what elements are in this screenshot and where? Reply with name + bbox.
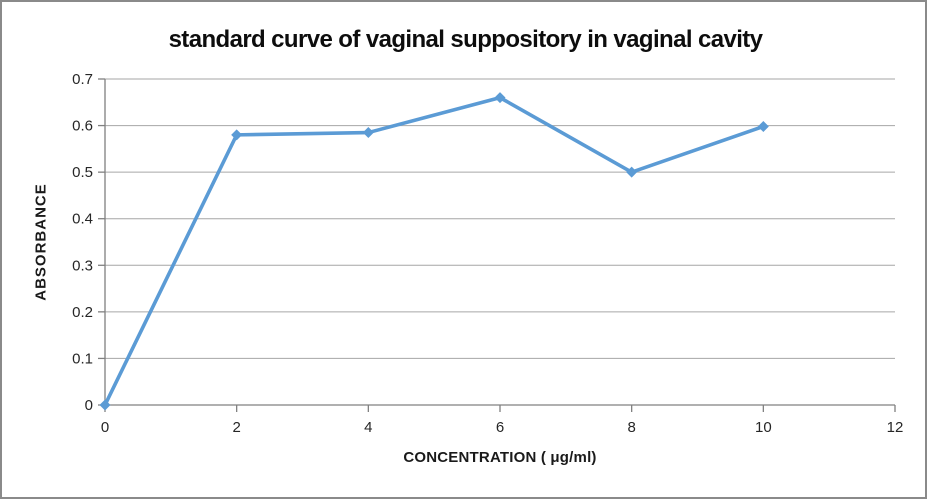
data-point-marker [231, 129, 243, 141]
chart-title: standard curve of vaginal suppository in… [168, 26, 763, 53]
data-point-marker [626, 166, 638, 178]
x-tick-label: 8 [627, 419, 635, 436]
x-tick-label: 4 [364, 419, 372, 436]
y-tick-label: 0.6 [72, 118, 93, 135]
x-tick-label: 2 [232, 419, 240, 436]
x-tick-label: 0 [101, 419, 109, 436]
y-tick-label: 0.1 [72, 350, 93, 367]
series-line [103, 95, 766, 407]
x-tick-label: 10 [755, 419, 772, 436]
y-tick-label: 0.4 [72, 211, 93, 228]
data-point-marker [494, 92, 506, 104]
x-tick-label: 6 [496, 419, 504, 436]
data-point-marker [757, 121, 769, 133]
data-point-marker [99, 399, 111, 411]
y-tick-label: 0 [85, 397, 93, 414]
x-tick-label: 12 [887, 419, 904, 436]
y-tick-label: 0.7 [72, 71, 93, 88]
y-tick-label: 0.3 [72, 257, 93, 274]
y-tick-label: 0.2 [72, 304, 93, 321]
y-axis-title: ABSORBANCE [32, 183, 50, 301]
y-tick-label: 0.5 [72, 164, 93, 181]
x-axis-title: CONCENTRATION ( μg/ml) [403, 449, 597, 466]
data-point-marker [362, 127, 374, 139]
